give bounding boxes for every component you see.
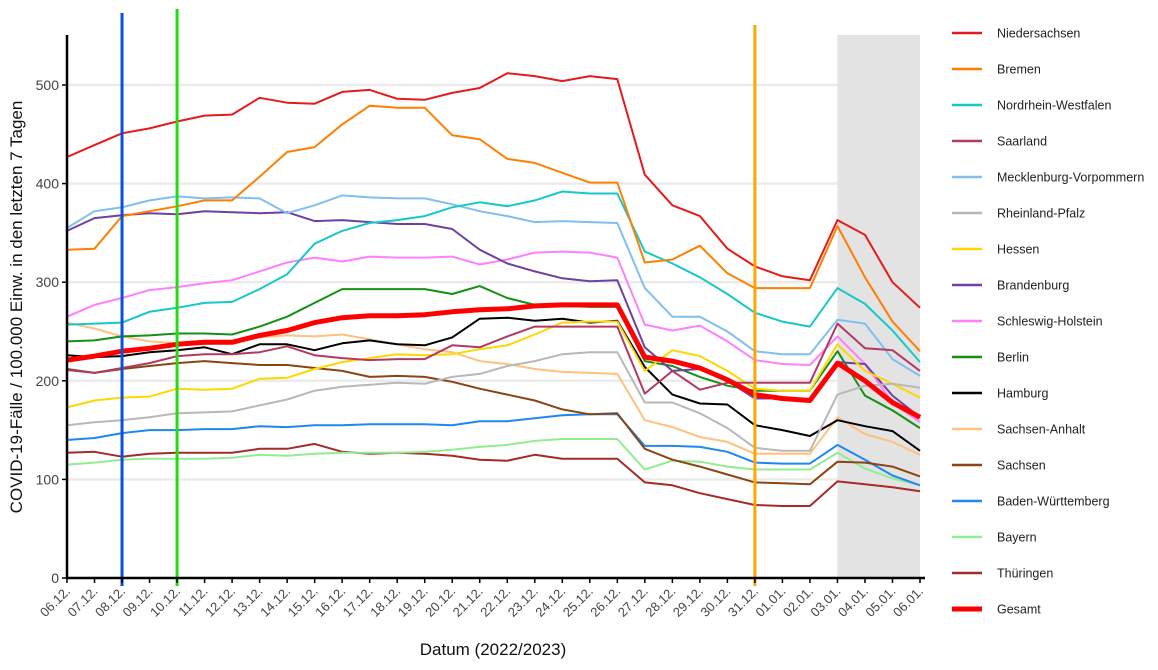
x-tick-label: 17.12. (340, 584, 376, 620)
series-line-thüringen (66, 442, 921, 507)
x-tick-label: 09.12. (119, 584, 155, 620)
x-tick-label: 06.12. (37, 584, 73, 620)
legend-label: Sachsen-Anhalt (997, 423, 1086, 437)
shaded-forecast-region (837, 35, 920, 578)
legend-label: Gesamt (997, 603, 1041, 617)
x-tick-label: 16.12. (312, 584, 348, 620)
series-line-bayern (66, 438, 921, 487)
legend-label: Thüringen (997, 567, 1053, 581)
x-tick-label: 07.12. (64, 584, 100, 620)
series-line-schleswig-holstein (66, 250, 921, 424)
x-tick-label: 01.01. (752, 584, 788, 620)
x-tick-label: 14.12. (257, 584, 293, 620)
legend-label: Niedersachsen (997, 27, 1080, 41)
legend-label: Berlin (997, 351, 1029, 365)
x-tick-label: 24.12. (532, 584, 568, 620)
x-tick-label: 02.01. (780, 584, 816, 620)
legend-label: Sachsen (997, 459, 1046, 473)
x-tick-label: 31.12. (725, 584, 761, 620)
series-line-bremen (66, 104, 921, 352)
series-line-baden-württemberg (66, 413, 921, 487)
x-tick-label: 18.12. (367, 584, 403, 620)
x-tick-label: 03.01. (807, 584, 843, 620)
legend-label: Bremen (997, 63, 1041, 77)
legend: Niedersachsen Bremen Nordrhein-Westfalen Sa… (952, 27, 1144, 617)
series-line-mecklenburg-vorpommern (66, 194, 921, 377)
x-tick-label: 26.12. (587, 584, 623, 620)
legend-label: Schleswig-Holstein (997, 315, 1103, 329)
x-tick-label: 28.12. (642, 584, 678, 620)
legend-label: Hessen (997, 243, 1039, 257)
series-line-saarland (66, 322, 921, 395)
x-tick-label: 22.12. (477, 584, 513, 620)
x-tick-label: 27.12. (615, 584, 651, 620)
x-tick-label: 25.12. (560, 584, 596, 620)
legend-label: Hamburg (997, 387, 1048, 401)
x-axis-title: Datum (2022/2023) (420, 640, 566, 659)
y-axis-title: COVID-19-Fälle / 100.000 Einw. in den le… (7, 101, 26, 514)
x-tick-label: 30.12. (697, 584, 733, 620)
x-tick-label: 10.12. (147, 584, 183, 620)
y-tick-label: 300 (36, 274, 60, 290)
x-tick-label: 12.12. (202, 584, 238, 620)
x-tick-label: 19.12. (395, 584, 431, 620)
y-tick-label: 200 (36, 373, 60, 389)
x-tick-label: 21.12. (450, 584, 486, 620)
series-line-hessen (66, 320, 921, 409)
y-tick-label: 0 (51, 570, 59, 586)
series-line-brandenburg (66, 210, 921, 419)
series-line-gesamt (66, 302, 922, 420)
x-tick-label: 15.12. (285, 584, 321, 620)
x-tick-label: 23.12. (505, 584, 541, 620)
legend-label: Nordrhein-Westfalen (997, 99, 1111, 113)
legend-label: Bayern (997, 531, 1037, 545)
x-tick-label: 29.12. (670, 584, 706, 620)
series-line-hamburg (66, 316, 921, 452)
y-tick-label: 500 (36, 77, 60, 93)
y-tick-label: 400 (36, 176, 60, 192)
series-line-rheinland-pfalz (66, 351, 921, 452)
x-tick-label: 06.01. (890, 584, 926, 620)
x-tick-label: 04.01. (835, 584, 871, 620)
series-line-nordrhein-westfalen (66, 190, 921, 363)
series-line-niedersachsen (66, 72, 921, 309)
x-tick-label: 20.12. (422, 584, 458, 620)
legend-label: Baden-Württemberg (997, 495, 1110, 509)
x-tick-label: 08.12. (92, 584, 128, 620)
x-tick-label: 13.12. (230, 584, 266, 620)
legend-label: Brandenburg (997, 279, 1069, 293)
legend-label: Rheinland-Pfalz (997, 207, 1085, 221)
series-line-sachsen (66, 360, 921, 486)
y-tick-label: 100 (36, 471, 60, 487)
legend-label: Mecklenburg-Vorpommern (997, 171, 1144, 185)
legend-label: Saarland (997, 135, 1047, 149)
x-tick-label: 05.01. (862, 584, 898, 620)
